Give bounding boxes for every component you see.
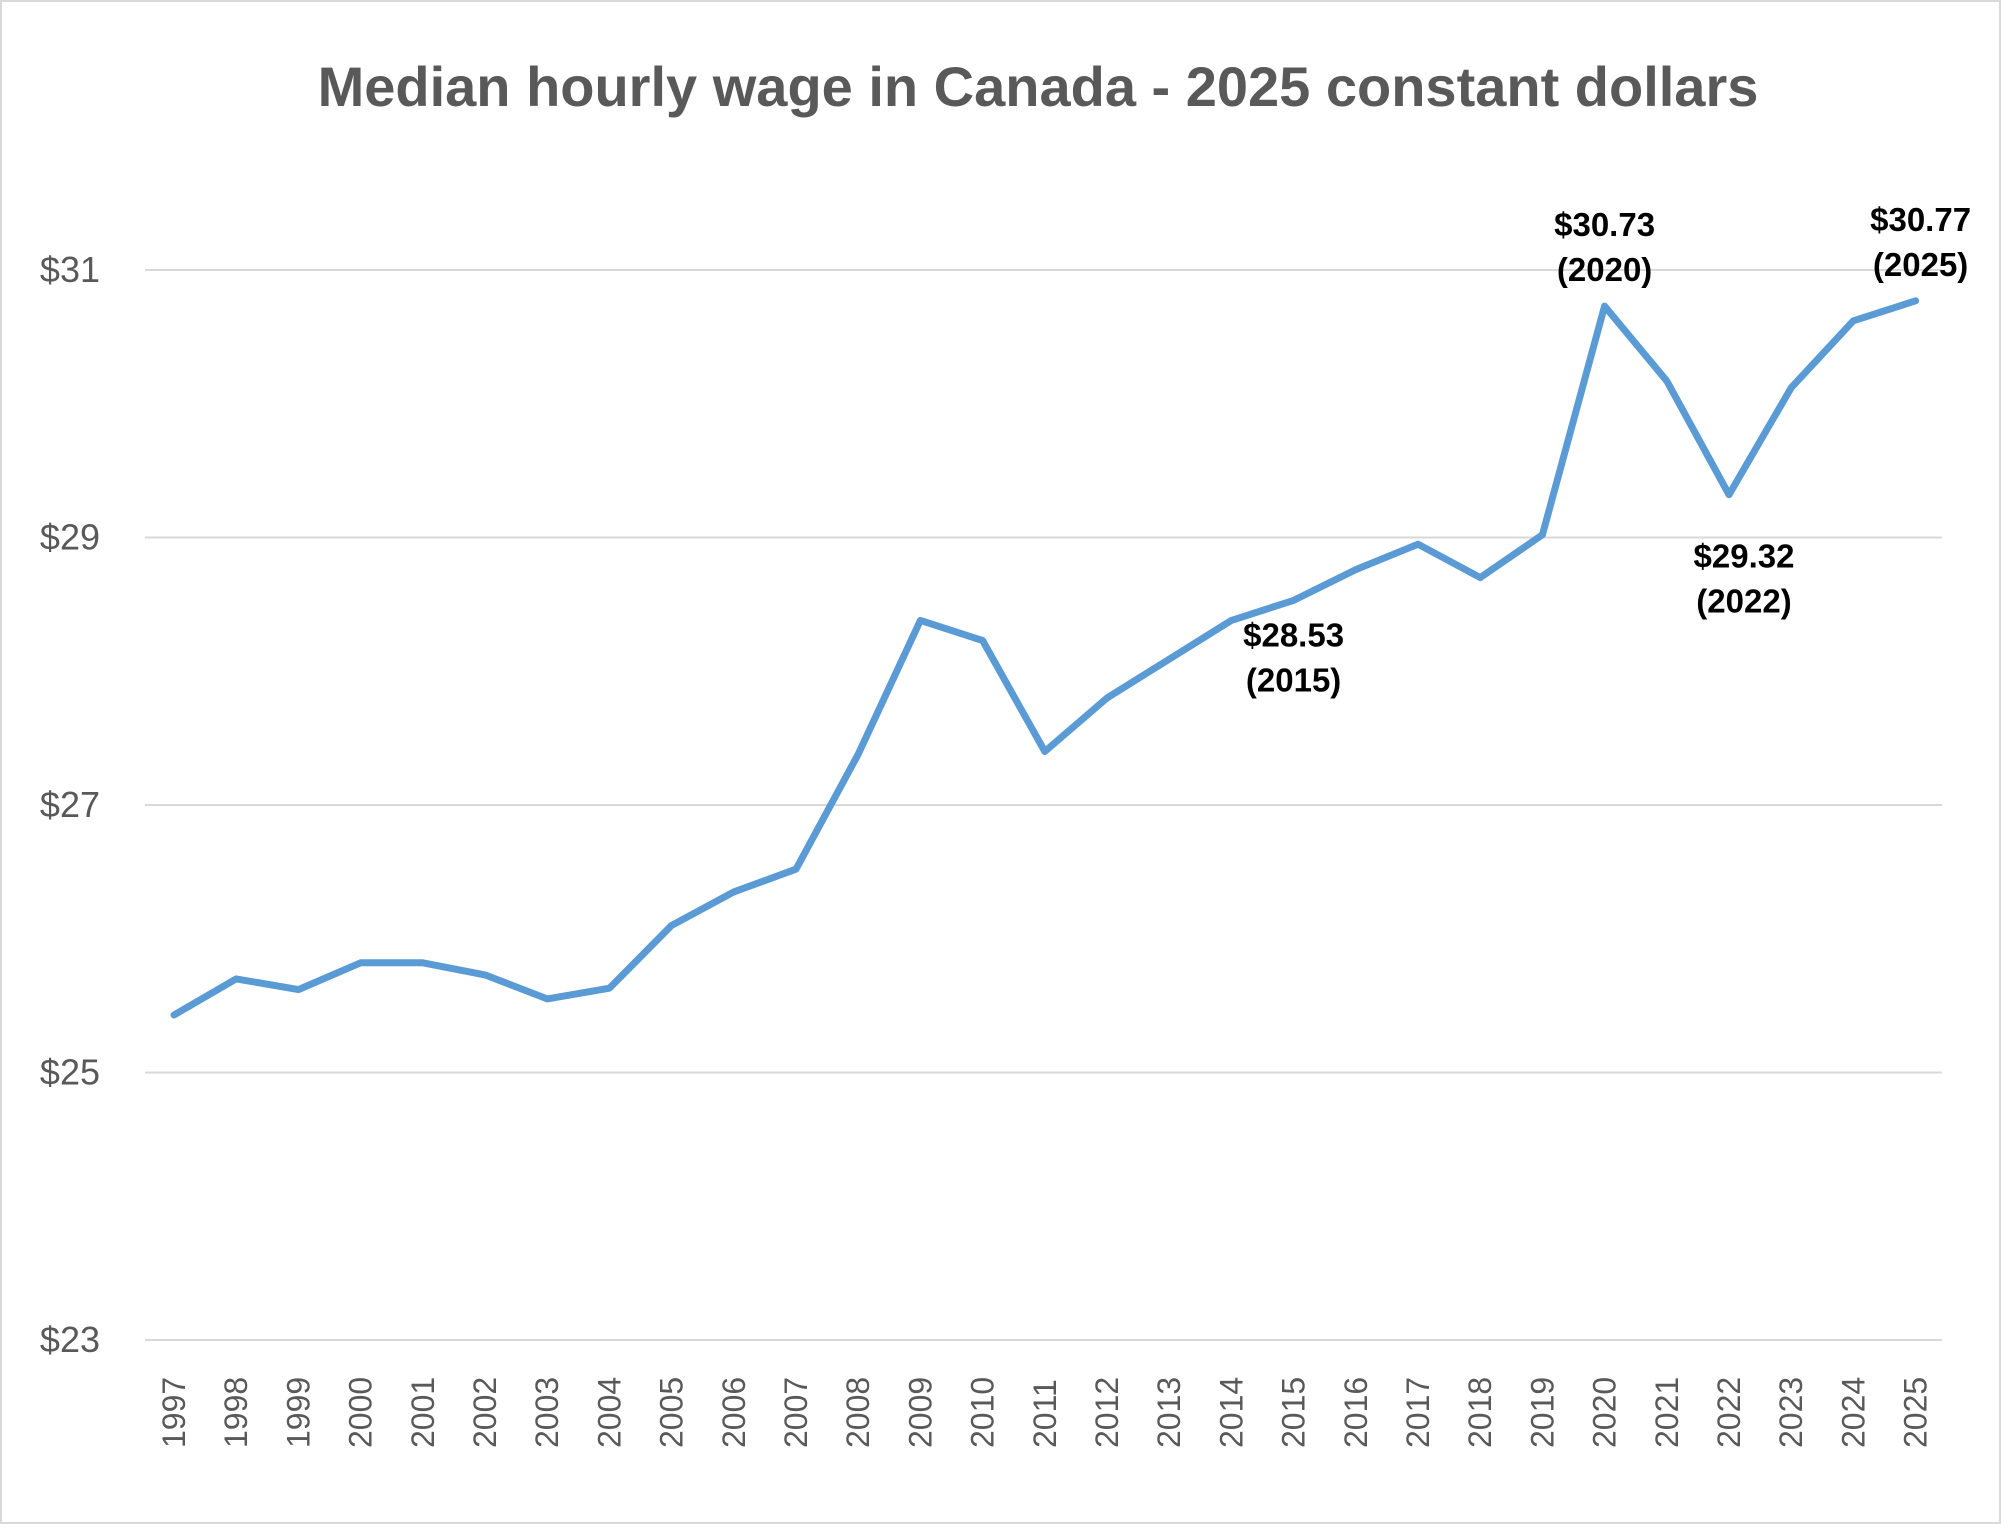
x-tick-label: 1998 [218, 1377, 254, 1448]
x-tick-label: 2016 [1338, 1377, 1374, 1448]
x-tick-label: 2000 [343, 1377, 379, 1448]
data-point [730, 888, 737, 895]
y-tick-label: $23 [40, 1319, 100, 1360]
y-tick-label: $29 [40, 517, 100, 558]
data-point [979, 637, 986, 644]
annotation-value: $29.32 [1694, 538, 1795, 575]
x-tick-label: 2008 [840, 1377, 876, 1448]
annotation-year: (2025) [1873, 246, 1968, 283]
data-point [1539, 531, 1546, 538]
x-tick-label: 2003 [529, 1377, 565, 1448]
y-tick-label: $31 [40, 249, 100, 290]
series-line [170, 297, 1920, 1019]
annotation-value: $30.73 [1554, 206, 1655, 243]
annotation-year: (2020) [1557, 251, 1652, 288]
data-point [1601, 303, 1608, 310]
x-tick-label: 2021 [1649, 1377, 1685, 1448]
data-point [1228, 617, 1235, 624]
annotation-year: (2015) [1246, 661, 1341, 698]
data-point [357, 959, 364, 966]
data-point [544, 995, 551, 1002]
series [170, 297, 1920, 1019]
data-annotations: $28.53 (2015) $30.73 (2020) $29.32 (2022) $30.… [1243, 201, 1971, 699]
x-tick-label: 2015 [1276, 1377, 1312, 1448]
gridlines [145, 269, 1942, 1341]
x-tick-label: 2020 [1587, 1377, 1623, 1448]
data-point [1104, 695, 1110, 701]
x-tick-label: 2017 [1400, 1377, 1436, 1448]
data-point [855, 751, 862, 758]
x-tick-label: 2023 [1773, 1377, 1809, 1448]
x-tick-label: 2009 [902, 1377, 938, 1448]
annotation-value: $30.77 [1870, 201, 1971, 238]
x-tick-label: 2006 [716, 1377, 752, 1448]
x-tick-label: 2024 [1835, 1377, 1871, 1448]
data-point [233, 975, 240, 982]
data-point [1477, 574, 1484, 581]
x-tick-label: 2011 [1027, 1379, 1063, 1448]
data-point [668, 922, 675, 929]
data-point [1912, 297, 1919, 304]
x-tick-label: 2018 [1462, 1377, 1498, 1448]
x-tick-label: 2025 [1898, 1377, 1934, 1448]
x-tick-label: 2001 [405, 1377, 441, 1448]
chart-title: Median hourly wage in Canada - 2025 cons… [318, 55, 1759, 118]
x-axis-ticks: 1997 1998 1999 2000 2001 2002 2003 2004 2005 2006… [156, 1377, 1934, 1448]
x-tick-label: 2010 [965, 1377, 1001, 1448]
data-point [482, 971, 488, 978]
x-tick-label: 2022 [1711, 1377, 1747, 1448]
data-point [1415, 541, 1421, 548]
annotation-value: $28.53 [1243, 616, 1344, 653]
y-tick-label: $25 [40, 1052, 100, 1093]
x-tick-label: 1999 [280, 1377, 316, 1448]
x-tick-label: 2012 [1089, 1377, 1125, 1448]
y-axis-ticks: $31 $29 $27 $25 $23 [40, 249, 100, 1360]
data-point [419, 959, 426, 966]
data-point [1041, 748, 1048, 755]
x-tick-label: 1997 [156, 1377, 192, 1448]
x-tick-label: 2013 [1151, 1377, 1187, 1448]
data-point [171, 1011, 177, 1018]
x-tick-label: 2014 [1213, 1377, 1249, 1448]
y-tick-label: $27 [40, 784, 100, 825]
data-point [1850, 317, 1857, 324]
data-point [1290, 597, 1297, 604]
data-point [793, 866, 799, 873]
x-tick-label: 2005 [654, 1377, 690, 1448]
data-point [917, 617, 924, 624]
data-point [1788, 384, 1795, 391]
annotation-year: (2022) [1696, 583, 1791, 620]
x-tick-label: 2019 [1524, 1377, 1560, 1448]
data-point [606, 985, 613, 992]
data-point [1166, 656, 1173, 663]
data-point [1663, 378, 1670, 385]
x-tick-label: 2002 [467, 1377, 503, 1448]
data-point [1726, 491, 1732, 498]
x-tick-label: 2007 [778, 1377, 814, 1448]
x-tick-label: 2004 [591, 1377, 627, 1448]
data-point [295, 986, 302, 993]
data-point [1352, 566, 1359, 573]
